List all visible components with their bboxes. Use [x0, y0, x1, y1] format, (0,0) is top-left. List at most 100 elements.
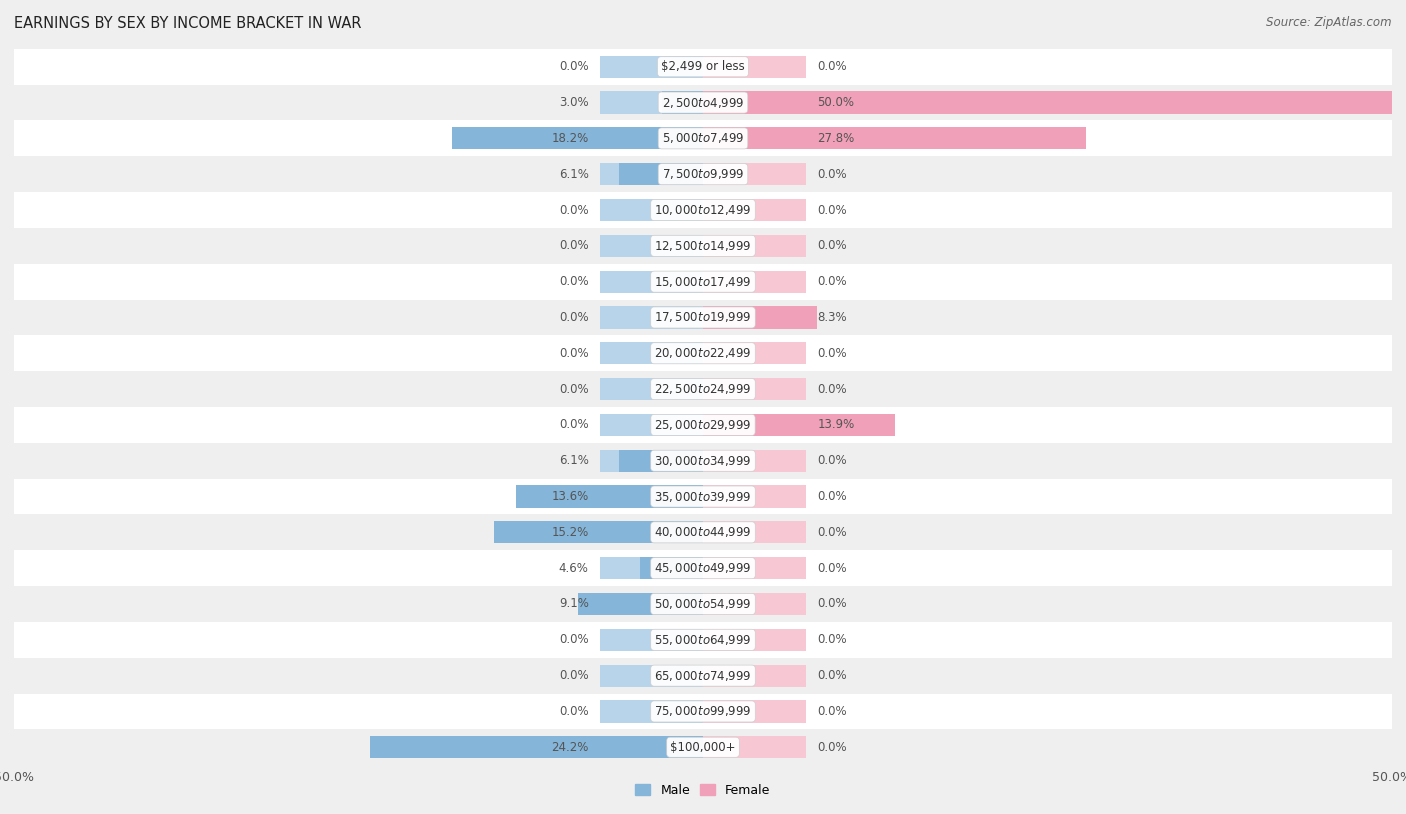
Text: 0.0%: 0.0%: [560, 204, 589, 217]
Text: 4.6%: 4.6%: [558, 562, 589, 575]
Text: 0.0%: 0.0%: [817, 669, 846, 682]
Bar: [599, 414, 703, 436]
Text: 0.0%: 0.0%: [817, 60, 846, 73]
Bar: [703, 306, 807, 329]
Bar: [703, 342, 807, 365]
Bar: [14, 49, 1392, 85]
Bar: [516, 485, 703, 508]
Bar: [703, 306, 817, 329]
Text: 0.0%: 0.0%: [817, 705, 846, 718]
Text: 50.0%: 50.0%: [817, 96, 855, 109]
Bar: [703, 91, 807, 114]
Bar: [453, 127, 703, 150]
Bar: [599, 449, 703, 472]
Bar: [599, 342, 703, 365]
Text: 13.9%: 13.9%: [817, 418, 855, 431]
Text: 6.1%: 6.1%: [558, 454, 589, 467]
Bar: [599, 521, 703, 544]
Text: 24.2%: 24.2%: [551, 741, 589, 754]
Bar: [619, 163, 703, 186]
Legend: Male, Female: Male, Female: [630, 779, 776, 802]
Text: 0.0%: 0.0%: [560, 633, 589, 646]
Text: 0.0%: 0.0%: [817, 383, 846, 396]
Text: $55,000 to $64,999: $55,000 to $64,999: [654, 632, 752, 647]
Bar: [14, 694, 1392, 729]
Bar: [599, 378, 703, 400]
Text: 0.0%: 0.0%: [560, 705, 589, 718]
Text: $35,000 to $39,999: $35,000 to $39,999: [654, 489, 752, 504]
Bar: [640, 557, 703, 580]
Bar: [599, 270, 703, 293]
Text: 0.0%: 0.0%: [817, 204, 846, 217]
Bar: [599, 127, 703, 150]
Text: 0.0%: 0.0%: [817, 347, 846, 360]
Bar: [703, 163, 807, 186]
Bar: [599, 199, 703, 221]
Text: $10,000 to $12,499: $10,000 to $12,499: [654, 203, 752, 217]
Text: 0.0%: 0.0%: [560, 239, 589, 252]
Bar: [599, 664, 703, 687]
Text: 0.0%: 0.0%: [560, 383, 589, 396]
Bar: [599, 234, 703, 257]
Text: 27.8%: 27.8%: [817, 132, 855, 145]
Text: 8.3%: 8.3%: [817, 311, 846, 324]
Bar: [703, 234, 807, 257]
Bar: [494, 521, 703, 544]
Bar: [703, 378, 807, 400]
Text: 15.2%: 15.2%: [551, 526, 589, 539]
Bar: [14, 156, 1392, 192]
Text: 0.0%: 0.0%: [817, 562, 846, 575]
Bar: [599, 306, 703, 329]
Bar: [662, 91, 703, 114]
Text: $40,000 to $44,999: $40,000 to $44,999: [654, 525, 752, 540]
Bar: [14, 300, 1392, 335]
Bar: [599, 557, 703, 580]
Bar: [14, 192, 1392, 228]
Text: $25,000 to $29,999: $25,000 to $29,999: [654, 418, 752, 432]
Text: 6.1%: 6.1%: [558, 168, 589, 181]
Text: 0.0%: 0.0%: [817, 633, 846, 646]
Bar: [703, 736, 807, 759]
Text: 3.0%: 3.0%: [560, 96, 589, 109]
Bar: [703, 414, 807, 436]
Text: 0.0%: 0.0%: [817, 526, 846, 539]
Bar: [599, 736, 703, 759]
Bar: [703, 449, 807, 472]
Text: 0.0%: 0.0%: [817, 490, 846, 503]
Text: $20,000 to $22,499: $20,000 to $22,499: [654, 346, 752, 361]
Text: $7,500 to $9,999: $7,500 to $9,999: [662, 167, 744, 182]
Text: 13.6%: 13.6%: [551, 490, 589, 503]
Bar: [703, 91, 1392, 114]
Bar: [14, 658, 1392, 694]
Bar: [703, 414, 894, 436]
Text: $22,500 to $24,999: $22,500 to $24,999: [654, 382, 752, 396]
Text: Source: ZipAtlas.com: Source: ZipAtlas.com: [1267, 16, 1392, 29]
Text: 0.0%: 0.0%: [560, 418, 589, 431]
Text: $65,000 to $74,999: $65,000 to $74,999: [654, 668, 752, 683]
Bar: [14, 729, 1392, 765]
Text: 0.0%: 0.0%: [817, 597, 846, 610]
Text: $5,000 to $7,499: $5,000 to $7,499: [662, 131, 744, 146]
Bar: [14, 407, 1392, 443]
Bar: [703, 485, 807, 508]
Bar: [14, 550, 1392, 586]
Bar: [599, 700, 703, 723]
Bar: [703, 628, 807, 651]
Text: $50,000 to $54,999: $50,000 to $54,999: [654, 597, 752, 611]
Bar: [703, 521, 807, 544]
Bar: [599, 628, 703, 651]
Bar: [599, 55, 703, 78]
Text: 0.0%: 0.0%: [817, 275, 846, 288]
Text: 0.0%: 0.0%: [560, 311, 589, 324]
Text: 0.0%: 0.0%: [817, 168, 846, 181]
Bar: [599, 163, 703, 186]
Bar: [14, 514, 1392, 550]
Bar: [599, 91, 703, 114]
Text: 0.0%: 0.0%: [560, 275, 589, 288]
Text: 18.2%: 18.2%: [551, 132, 589, 145]
Bar: [578, 593, 703, 615]
Text: 0.0%: 0.0%: [560, 669, 589, 682]
Text: 9.1%: 9.1%: [558, 597, 589, 610]
Bar: [703, 127, 807, 150]
Text: 0.0%: 0.0%: [817, 741, 846, 754]
